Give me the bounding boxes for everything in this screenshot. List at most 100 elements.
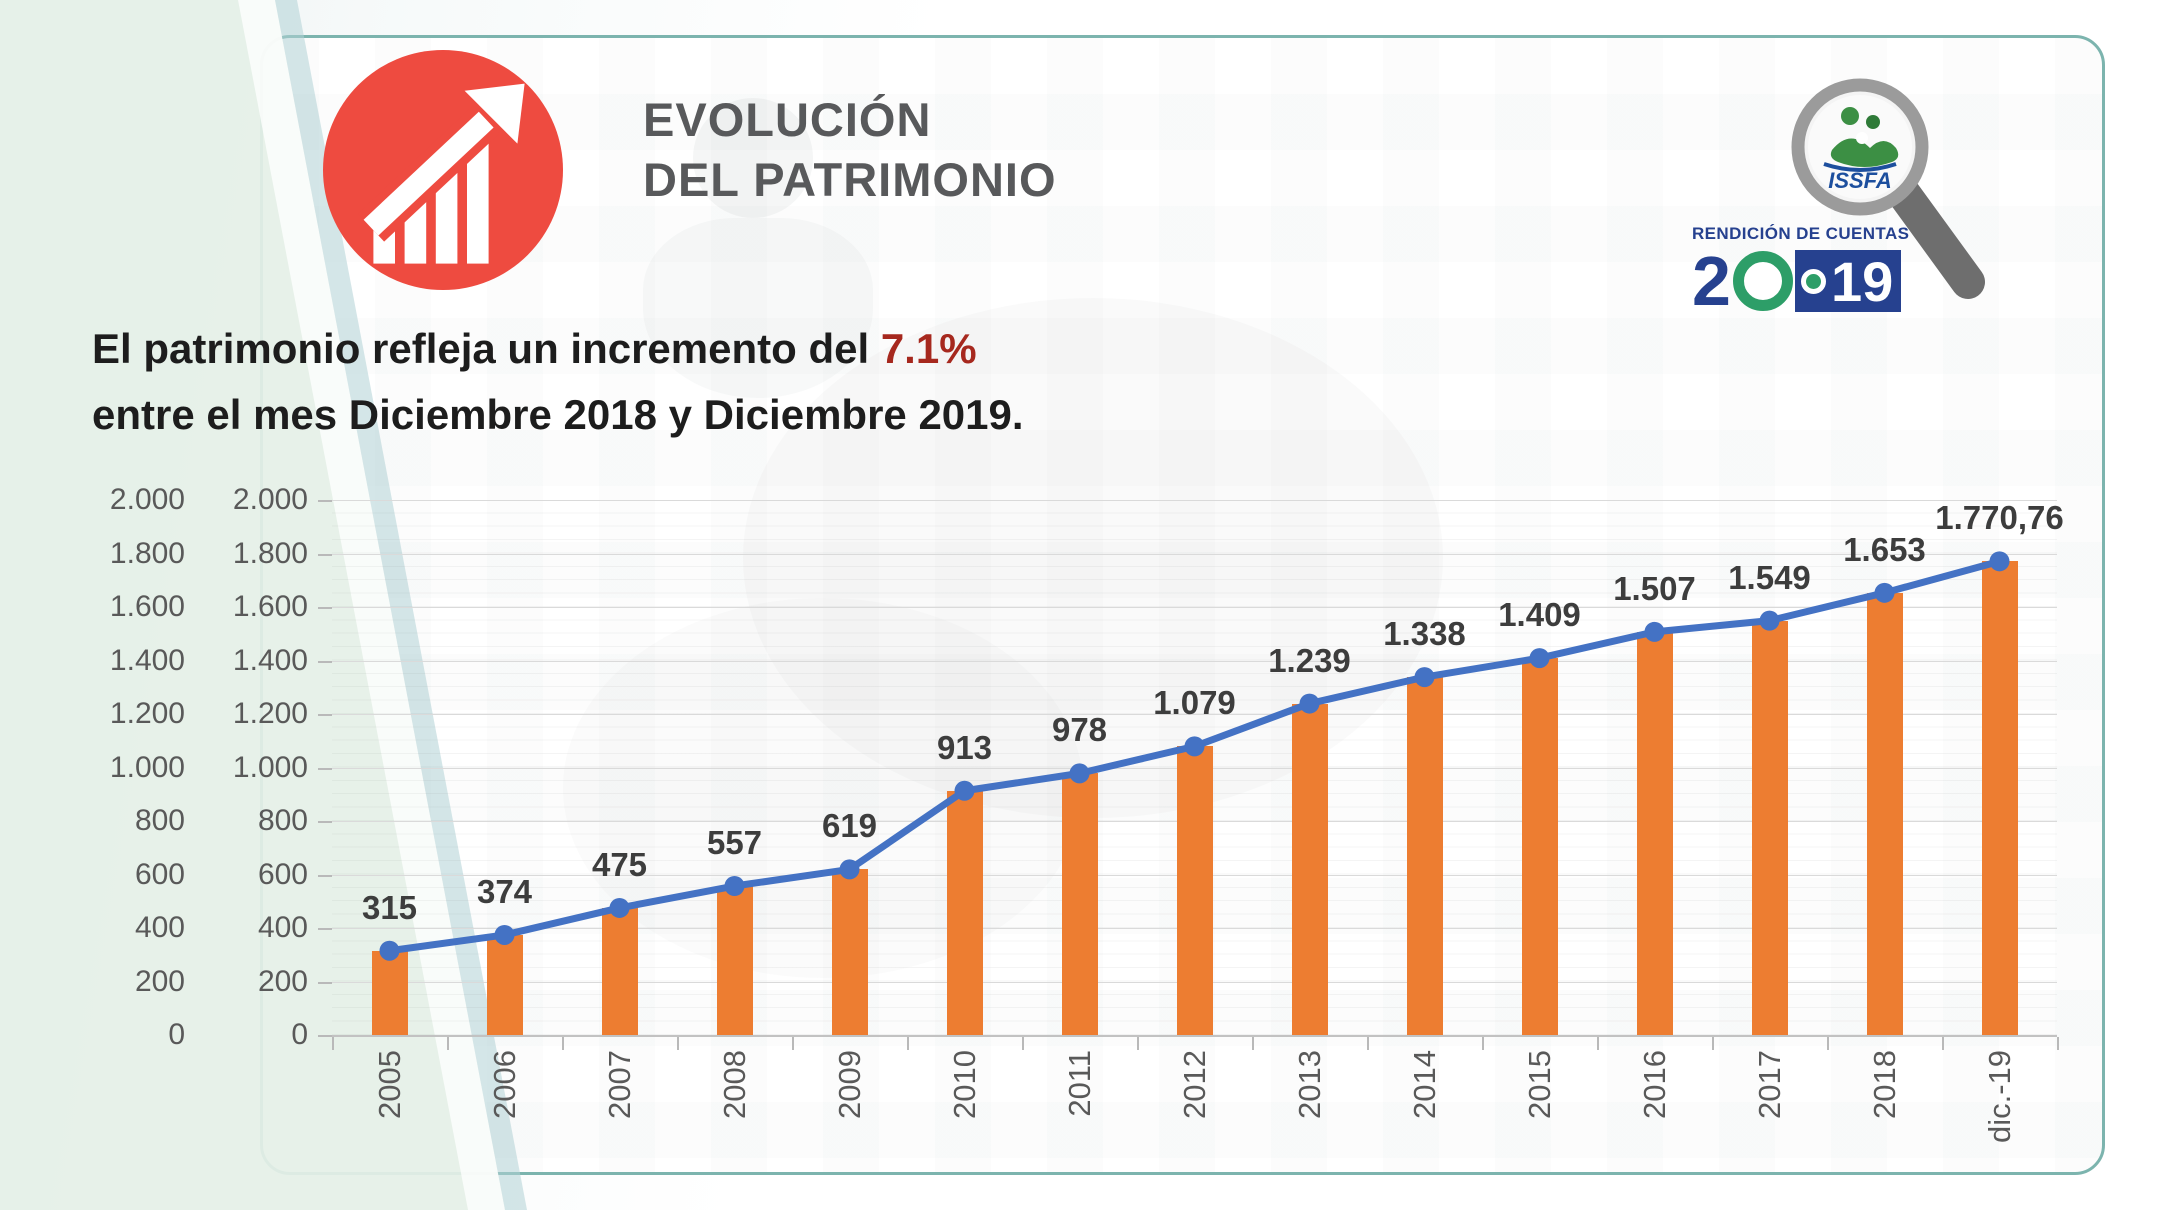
x-axis-label: 2012 — [1176, 1050, 1212, 1119]
y-axis-label-secondary: 400 — [257, 911, 308, 944]
year-2019: 2 19 — [1692, 246, 1922, 316]
y-axis-label-primary: 1.800 — [109, 536, 185, 570]
y-axis-label-secondary: 200 — [257, 964, 308, 998]
y-axis-tick — [318, 928, 332, 930]
bar — [1176, 746, 1213, 1035]
y-axis-label-primary: 1.600 — [109, 590, 185, 623]
y-axis-label-secondary: 1.200 — [232, 697, 308, 730]
x-axis-label: 2013 — [1291, 1050, 1327, 1119]
x-axis-tick — [1827, 1037, 1829, 1050]
x-axis-label: 2007 — [601, 1050, 637, 1119]
y-axis-label-primary: 600 — [134, 857, 185, 891]
rendicion-banner: RENDICIÓN DE CUENTAS 2 19 — [1692, 224, 1922, 316]
bar — [1751, 620, 1788, 1035]
year-ring-0 — [1732, 251, 1793, 311]
bar — [946, 790, 983, 1035]
year-digits-19: 19 — [1794, 249, 1902, 313]
gridline — [332, 660, 2057, 662]
data-label: 1.770,76 — [1935, 499, 2064, 537]
x-axis-label: 2011 — [1061, 1050, 1097, 1117]
x-axis-tick — [1482, 1037, 1484, 1050]
line-marker — [1989, 551, 2010, 572]
line-marker — [1759, 610, 1780, 631]
subtitle-text: El patrimonio refleja un incremento del — [92, 325, 881, 372]
year-19-text: 19 — [1830, 249, 1894, 313]
y-axis-label-primary: 2.000 — [109, 483, 185, 516]
page-title: EVOLUCIÓN DEL PATRIMONIO — [643, 90, 1057, 210]
x-axis-tick — [562, 1037, 564, 1050]
data-label: 315 — [361, 888, 418, 926]
data-label: 374 — [476, 872, 533, 910]
data-label: 1.338 — [1383, 615, 1466, 653]
bar — [716, 886, 753, 1035]
x-axis-tick — [907, 1037, 909, 1050]
line-marker — [839, 859, 860, 880]
y-axis-label-secondary: 800 — [257, 804, 308, 837]
y-axis-tick — [318, 767, 332, 770]
x-axis-tick — [1597, 1037, 1599, 1050]
x-axis-label: dic.-19 — [1981, 1050, 2017, 1144]
x-axis-tick — [792, 1037, 794, 1050]
y-axis-tick — [318, 874, 332, 877]
line-marker — [1644, 621, 1665, 642]
y-axis-label-secondary: 600 — [257, 857, 308, 891]
y-axis-tick — [318, 981, 332, 984]
y-axis-label-primary: 800 — [134, 804, 185, 837]
svg-text:ISSFA: ISSFA — [1828, 168, 1892, 193]
x-axis-tick — [2057, 1037, 2059, 1050]
data-label: 1.239 — [1268, 641, 1351, 679]
y-axis-tick — [318, 660, 332, 663]
y-axis-label-secondary: 1.600 — [232, 590, 308, 623]
issfa-logo: ISSFA RENDICIÓN DE CUENTAS 2 19 — [1672, 42, 2032, 342]
bar — [1981, 561, 2018, 1035]
data-label: 619 — [821, 807, 878, 845]
data-label: 913 — [936, 728, 993, 766]
y-axis-tick — [318, 500, 332, 502]
line-marker — [1299, 693, 1320, 714]
x-axis-label: 2014 — [1406, 1050, 1442, 1119]
data-label: 1.409 — [1498, 596, 1581, 634]
line-marker — [954, 780, 975, 801]
x-axis-tick — [1942, 1037, 1944, 1050]
growth-chart-icon — [323, 50, 563, 290]
data-label: 557 — [706, 824, 763, 861]
y-axis-tick — [318, 821, 332, 823]
x-axis-tick — [677, 1037, 679, 1050]
bar — [1636, 631, 1673, 1035]
line-marker — [1529, 648, 1550, 669]
bar — [1866, 592, 1903, 1035]
gridline — [332, 607, 2057, 608]
subtitle-highlight: 7.1% — [880, 325, 977, 372]
bar — [1406, 677, 1443, 1035]
y-axis-label-secondary: 1.800 — [232, 536, 308, 570]
data-label: 978 — [1051, 711, 1108, 749]
line-marker — [494, 924, 515, 945]
line-marker — [1184, 736, 1205, 757]
arrow-bars-glyph — [357, 83, 525, 264]
x-axis-tick — [1137, 1037, 1139, 1050]
gridline — [332, 1035, 2057, 1037]
y-axis-label-secondary: 0 — [291, 1018, 308, 1051]
line-marker — [1414, 667, 1435, 688]
data-label: 475 — [591, 845, 648, 883]
x-axis-tick — [1367, 1037, 1369, 1050]
x-axis-label: 2016 — [1636, 1050, 1672, 1119]
y-axis-label-primary: 1.400 — [109, 643, 185, 677]
x-axis-label: 2006 — [486, 1050, 522, 1119]
line-marker — [724, 876, 745, 897]
page-title-line1: EVOLUCIÓN — [643, 93, 932, 146]
page-title-line2: DEL PATRIMONIO — [643, 153, 1057, 206]
data-label: 1.079 — [1153, 684, 1236, 722]
year-dot-icon — [1800, 268, 1826, 294]
y-axis-tick — [318, 714, 332, 716]
x-axis-label: 2009 — [831, 1050, 867, 1119]
gridline — [332, 500, 2057, 501]
data-label: 1.507 — [1613, 569, 1696, 607]
line-marker — [1874, 582, 1895, 603]
x-axis-label: 2010 — [946, 1050, 982, 1119]
line-marker — [1069, 763, 1090, 784]
subtitle-text-line2: entre el mes Diciembre 2018 y Diciembre … — [92, 391, 1024, 438]
x-axis-tick — [332, 1037, 334, 1050]
data-label: 1.653 — [1843, 530, 1926, 568]
